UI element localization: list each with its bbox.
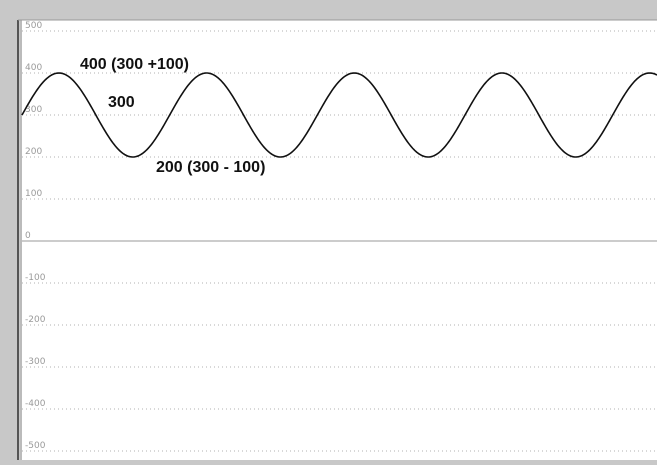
- plot-background: [20, 20, 657, 460]
- min-annotation: 200 (300 - 100): [156, 159, 265, 176]
- series-layer: [21, 72, 657, 158]
- y-tick-label: -100: [25, 273, 46, 283]
- y-tick-label: 200: [25, 147, 42, 157]
- y-tick-label: 300: [25, 105, 42, 115]
- sine-series-line: [21, 72, 657, 158]
- y-tick-label: 100: [25, 189, 42, 199]
- y-tick-label: 0: [25, 231, 31, 241]
- center-annotation: 300: [108, 94, 135, 111]
- y-tick-label: -300: [25, 357, 46, 367]
- y-tick-label: -200: [25, 315, 46, 325]
- y-tick-label: -500: [25, 441, 46, 451]
- y-tick-labels: 500 400 300 200 100 0 -100 -200 -300 -400 -500: [25, 21, 46, 451]
- y-tick-label: -400: [25, 399, 46, 409]
- y-tick-label: 500: [25, 21, 42, 31]
- max-annotation: 400 (300 +100): [80, 56, 189, 73]
- y-tick-label: 400: [25, 63, 42, 73]
- grid-lines: [22, 30, 657, 452]
